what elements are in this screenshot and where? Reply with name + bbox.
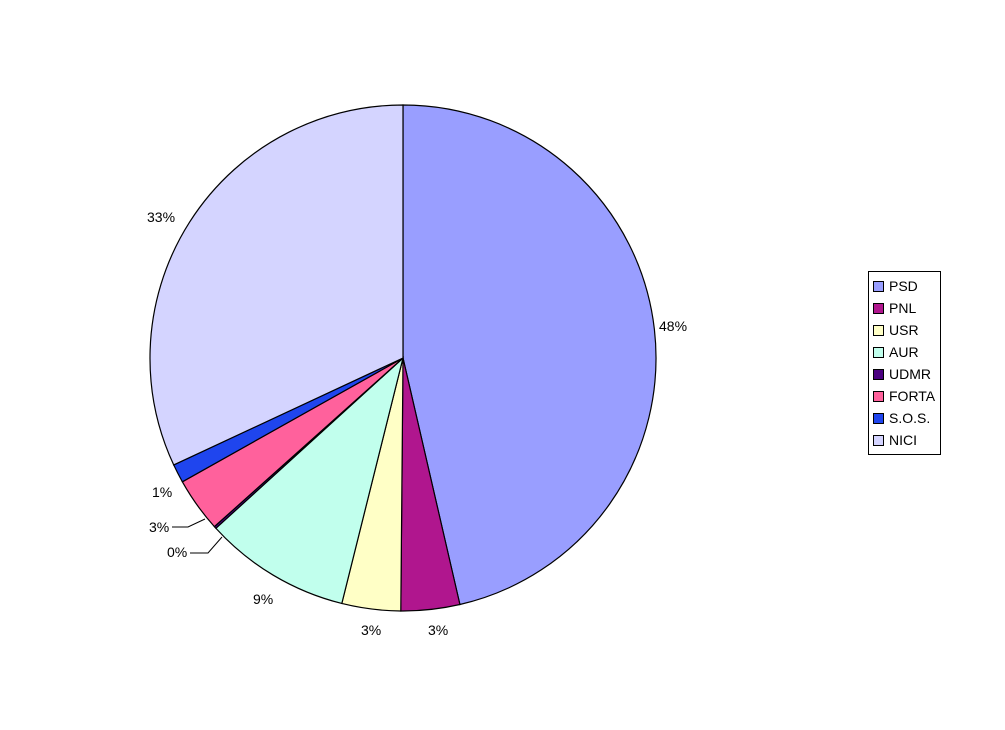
leader-line-udmr [190, 536, 223, 554]
legend-label-s-o-s: S.O.S. [889, 410, 931, 426]
legend-label-psd: PSD [889, 278, 918, 294]
legend: PSD PNL USR AUR UDMR FORTA S.O.S. NICI [868, 271, 941, 455]
data-labels-layer: 48% 3% 3% 9% 0% 3% 1% 33% [147, 209, 687, 638]
data-label-psd: 48% [659, 318, 687, 334]
legend-swatch-usr [873, 324, 884, 336]
data-label-udmr: 0% [167, 544, 187, 560]
data-label-aur: 9% [253, 591, 273, 607]
legend-item-aur: AUR [869, 341, 940, 363]
legend-label-aur: AUR [889, 344, 919, 360]
pie-slice-nici [149, 104, 404, 466]
data-label-usr: 3% [361, 622, 381, 638]
legend-label-pnl: PNL [889, 300, 917, 316]
data-label-forta: 3% [149, 519, 169, 535]
data-label-nici: 33% [147, 209, 175, 225]
legend-swatch-forta [873, 390, 884, 402]
legend-swatch-psd [873, 280, 884, 292]
legend-label-nici: NICI [889, 432, 917, 448]
leader-lines-layer [172, 518, 223, 554]
legend-item-forta: FORTA [869, 385, 940, 407]
legend-item-psd: PSD [869, 275, 940, 297]
pie-slice-aur [215, 356, 405, 605]
legend-item-usr: USR [869, 319, 940, 341]
data-label-pnl: 3% [428, 622, 448, 638]
legend-swatch-s-o-s [873, 412, 884, 424]
legend-label-usr: USR [889, 322, 919, 338]
leader-line-forta [172, 518, 206, 528]
legend-swatch-nici [873, 434, 884, 446]
legend-item-nici: NICI [869, 429, 940, 451]
legend-label-udmr: UDMR [889, 366, 931, 382]
pie-slice-psd [402, 104, 657, 606]
legend-swatch-aur [873, 346, 884, 358]
slices-layer [149, 104, 657, 612]
legend-item-s-o-s: S.O.S. [869, 407, 940, 429]
legend-item-pnl: PNL [869, 297, 940, 319]
legend-item-udmr: UDMR [869, 363, 940, 385]
legend-swatch-udmr [873, 368, 884, 380]
data-label-s-o-s: 1% [152, 484, 172, 500]
legend-swatch-pnl [873, 302, 884, 314]
legend-label-forta: FORTA [889, 388, 936, 404]
